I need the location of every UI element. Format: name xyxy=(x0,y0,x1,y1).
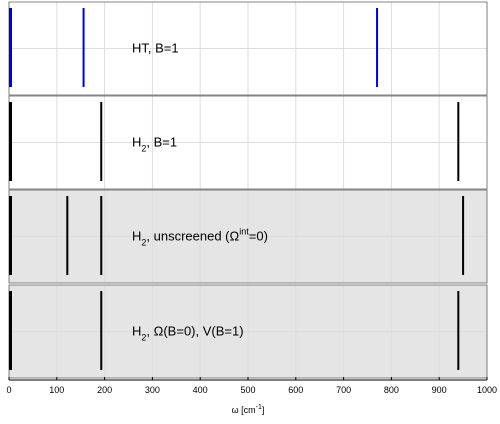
x-tick-label: 1000 xyxy=(477,385,497,395)
panel-label-part: 2 xyxy=(141,144,146,154)
panel-4: H2, Ω(B=0), V(B=1) xyxy=(8,284,488,379)
panel-label-part: HT, B=1 xyxy=(132,41,179,56)
panel-label-part: int xyxy=(239,227,249,237)
panel-label: H2, B=1 xyxy=(132,135,177,154)
x-tick-label: 100 xyxy=(49,385,64,395)
panel-label-part: H xyxy=(132,324,141,339)
panel-label-part: 2 xyxy=(141,238,146,248)
x-tick-label: 200 xyxy=(97,385,112,395)
panel-label-part: 2 xyxy=(141,333,146,343)
panel-label-part: H xyxy=(132,135,141,150)
x-tick-label: 900 xyxy=(432,385,447,395)
panel-label: H2, Ω(B=0), V(B=1) xyxy=(132,324,244,343)
panel-label-part: , Ω(B=0), V(B=1) xyxy=(146,324,243,339)
panel-label-part: , B=1 xyxy=(146,135,177,150)
panels: HT, B=1H2, B=1H2, unscreened (Ωint=0)H2,… xyxy=(8,1,488,379)
panel-label: H2, unscreened (Ωint=0) xyxy=(132,227,268,248)
panel-label: HT, B=1 xyxy=(132,41,179,56)
x-tick-label: 800 xyxy=(384,385,399,395)
x-tick-label: 300 xyxy=(145,385,160,395)
panel-1: HT, B=1 xyxy=(8,1,488,96)
panel-3: H2, unscreened (Ωint=0) xyxy=(8,189,488,284)
panel-label-part: =0) xyxy=(249,229,268,244)
x-tick-label: 600 xyxy=(288,385,303,395)
x-label-end: ] xyxy=(262,405,265,415)
x-tick-label: 400 xyxy=(193,385,208,395)
x-tick-label: 0 xyxy=(6,385,11,395)
panel-label-part: , unscreened (Ω xyxy=(146,229,239,244)
x-label-base: ω [cm xyxy=(232,405,256,415)
x-label-sup: -1 xyxy=(256,404,262,411)
x-tick-label: 700 xyxy=(336,385,351,395)
x-tick-label: 500 xyxy=(240,385,255,395)
x-axis-label: ω [cm-1] xyxy=(232,404,265,415)
panel-label-part: H xyxy=(132,229,141,244)
x-axis: 0 100 200 300 400 500 600 700 800 900 1000 xyxy=(6,377,497,395)
panel-2: H2, B=1 xyxy=(8,95,488,190)
